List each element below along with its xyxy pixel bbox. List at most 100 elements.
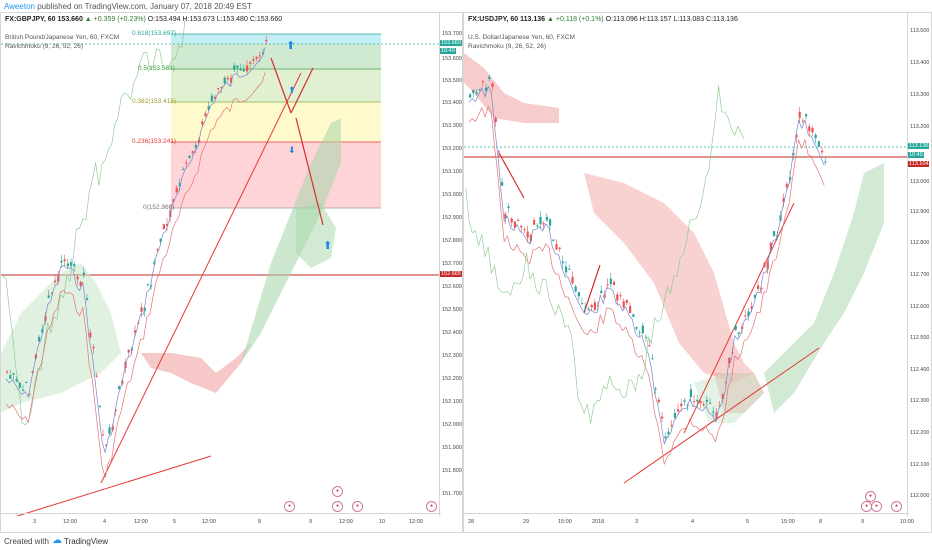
candle-body xyxy=(574,286,577,292)
gbpjpy-chart-canvas[interactable]: ⬆ ⬆ ⬇ ⬆ xyxy=(1,13,441,516)
x-tick: 5 xyxy=(746,519,750,525)
blue-up-arrow-1: ⬆ xyxy=(286,40,295,52)
level-price-tag: 152.665 xyxy=(440,271,462,277)
candle-body xyxy=(156,249,159,251)
author-link[interactable]: Aweeton xyxy=(4,2,35,11)
time-axis-gbpjpy[interactable]: 3 12:00 4 12:00 5 12:00 8 9 12:00 10 12:… xyxy=(1,513,441,532)
candle-body xyxy=(507,206,510,209)
x-tick: 12:00 xyxy=(202,519,216,525)
candle-body xyxy=(172,199,175,202)
candle-body xyxy=(210,95,213,102)
event-flag-icon[interactable]: ● xyxy=(332,486,343,497)
kumo-cloud-red xyxy=(141,343,251,393)
usdjpy-chart-canvas[interactable] xyxy=(464,13,909,516)
candle-body xyxy=(258,55,261,57)
chart-panel-usdjpy[interactable]: FX:USDJPY, 60 113.136 ▲ +0.118 (+0.1%) O… xyxy=(463,12,932,533)
candle-body xyxy=(50,292,53,294)
candle-body xyxy=(54,280,57,282)
high-value: H:113.157 xyxy=(639,16,672,23)
candle-body xyxy=(641,325,644,333)
candle-body xyxy=(670,424,673,426)
y-tick: 152.700 xyxy=(442,261,462,267)
candle-body xyxy=(715,412,718,420)
candle-body xyxy=(185,162,188,164)
event-flag-icon[interactable]: ● xyxy=(332,501,343,512)
last-price: 153.660 xyxy=(57,16,83,23)
candle-body xyxy=(577,292,580,297)
y-tick: 152.600 xyxy=(442,284,462,290)
event-flag-icon[interactable]: ● xyxy=(426,501,437,512)
indicator-label[interactable]: Ravichmoku (9, 26, 52, 26) xyxy=(5,43,84,50)
price-axis-usdjpy[interactable]: 113.500 113.400 113.300 113.200 113.000 … xyxy=(907,13,931,516)
candle-body xyxy=(140,307,143,312)
candle-body xyxy=(600,290,603,294)
x-tick: 12:00 xyxy=(339,519,353,525)
candle-body xyxy=(153,261,156,265)
candle-body xyxy=(194,144,197,148)
x-tick: 4 xyxy=(103,519,107,525)
candle-body xyxy=(782,198,785,203)
event-flag-icon[interactable]: ● xyxy=(865,491,876,502)
candle-body xyxy=(98,405,101,408)
x-tick: 29 xyxy=(523,519,530,525)
event-flag-icon[interactable]: ● xyxy=(284,501,295,512)
candle-body xyxy=(680,403,683,407)
candle-body xyxy=(814,134,817,139)
open-value: O:153.494 xyxy=(147,16,181,23)
x-tick: 2018 xyxy=(592,519,605,525)
indicator-label[interactable]: Ravichmoku (9, 26, 52, 26) xyxy=(468,43,547,50)
x-tick: 10:00 xyxy=(900,519,914,525)
price-change: ▲ +0.118 (+0.1%) xyxy=(547,16,604,23)
y-tick: 152.100 xyxy=(442,399,462,405)
x-tick: 8 xyxy=(258,519,262,525)
chart-panel-gbpjpy[interactable]: ⬆ ⬆ ⬇ ⬆ FX:GBPJPY, 60 153.660 ▲ +0.359 (… xyxy=(0,12,463,533)
x-tick: 12:00 xyxy=(134,519,148,525)
symbol-label[interactable]: FX:USDJPY, 60 xyxy=(468,16,519,23)
y-tick: 113.200 xyxy=(910,124,930,130)
x-tick: 3 xyxy=(33,519,37,525)
event-flag-icon[interactable]: ● xyxy=(352,501,363,512)
candle-body xyxy=(182,168,185,170)
candle-body xyxy=(584,307,587,309)
fib-zone-yellow xyxy=(171,102,381,142)
x-tick: 4 xyxy=(691,519,695,525)
event-flag-icon[interactable]: ● xyxy=(891,501,902,512)
level-price-tag: 113.104 xyxy=(908,161,930,167)
y-tick: 153.700 xyxy=(442,31,462,37)
candle-body xyxy=(73,263,76,267)
candle-body xyxy=(249,62,252,64)
candle-body xyxy=(561,261,564,264)
chikou-line xyxy=(465,85,745,424)
y-tick: 112.200 xyxy=(910,430,930,436)
candle-body xyxy=(709,402,712,404)
time-axis-usdjpy[interactable]: 28 29 15:00 2018 3 4 5 15:00 8 9 10:00 xyxy=(464,513,914,532)
event-flag-icon[interactable]: ● xyxy=(871,501,882,512)
close-value: C:113.136 xyxy=(706,16,738,23)
candle-body xyxy=(811,127,814,133)
symbol-label[interactable]: FX:GBPJPY, 60 xyxy=(5,16,56,23)
candle-body xyxy=(127,349,130,353)
candle-body xyxy=(702,404,705,406)
candle-body xyxy=(648,345,651,347)
brand-name[interactable]: TradingView xyxy=(64,537,109,546)
candle-body xyxy=(166,223,169,226)
trendline-rising xyxy=(683,202,795,434)
fib-label-0618: 0.618(153.697) xyxy=(132,30,177,37)
created-with-label: Created with xyxy=(4,537,49,546)
candle-body xyxy=(47,295,50,298)
candle-body xyxy=(162,224,165,230)
projection-arrow-1 xyxy=(498,152,525,199)
candle-body xyxy=(41,329,44,333)
low-value: L:113.083 xyxy=(673,16,705,23)
candle-body xyxy=(651,358,654,360)
x-tick: 8 xyxy=(819,519,823,525)
candle-body xyxy=(481,81,484,83)
x-tick: 5 xyxy=(173,519,177,525)
candle-body xyxy=(475,92,478,94)
candle-body xyxy=(485,87,488,91)
y-tick: 153.600 xyxy=(442,56,462,62)
price-axis-gbpjpy[interactable]: 153.700 153.600 153.500 153.400 153.300 … xyxy=(439,13,462,516)
candle-body xyxy=(60,260,63,263)
y-tick: 112.000 xyxy=(910,493,930,499)
y-tick: 153.500 xyxy=(442,78,462,84)
